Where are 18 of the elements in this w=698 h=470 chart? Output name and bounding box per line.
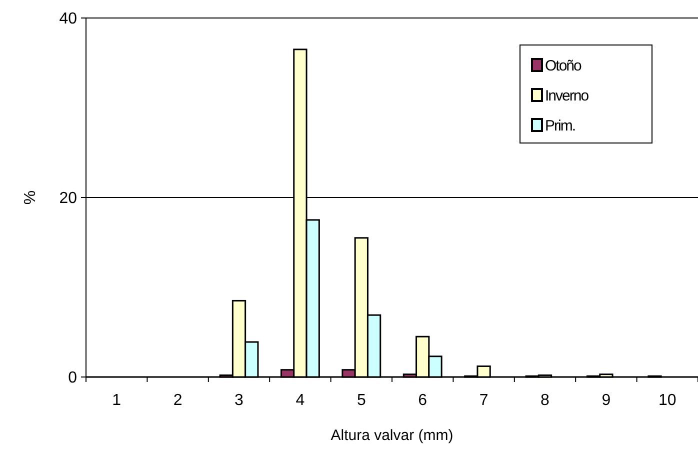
legend-label: Otoño bbox=[545, 57, 582, 74]
x-tick-label: 8 bbox=[540, 392, 550, 409]
x-tick-label: 3 bbox=[234, 392, 244, 409]
x-tick-label: 5 bbox=[356, 392, 366, 409]
y-tick-label: 40 bbox=[59, 10, 78, 28]
x-tick-label: 2 bbox=[173, 392, 182, 409]
x-tick-label: 9 bbox=[602, 392, 611, 409]
y-tick-label: 0 bbox=[68, 370, 78, 387]
legend-label: Inverno bbox=[545, 87, 589, 104]
y-tick-label: 20 bbox=[59, 190, 78, 208]
y-axis-title: % bbox=[22, 190, 39, 205]
legend-label: Prim. bbox=[545, 117, 575, 134]
x-tick-label: 4 bbox=[296, 392, 305, 409]
x-tick-label: 7 bbox=[479, 392, 488, 409]
x-tick-label: 10 bbox=[658, 392, 676, 409]
x-tick-label: 6 bbox=[418, 392, 428, 409]
x-axis-title: Altura valvar (mm) bbox=[330, 427, 454, 444]
x-tick-label: 1 bbox=[112, 392, 122, 409]
